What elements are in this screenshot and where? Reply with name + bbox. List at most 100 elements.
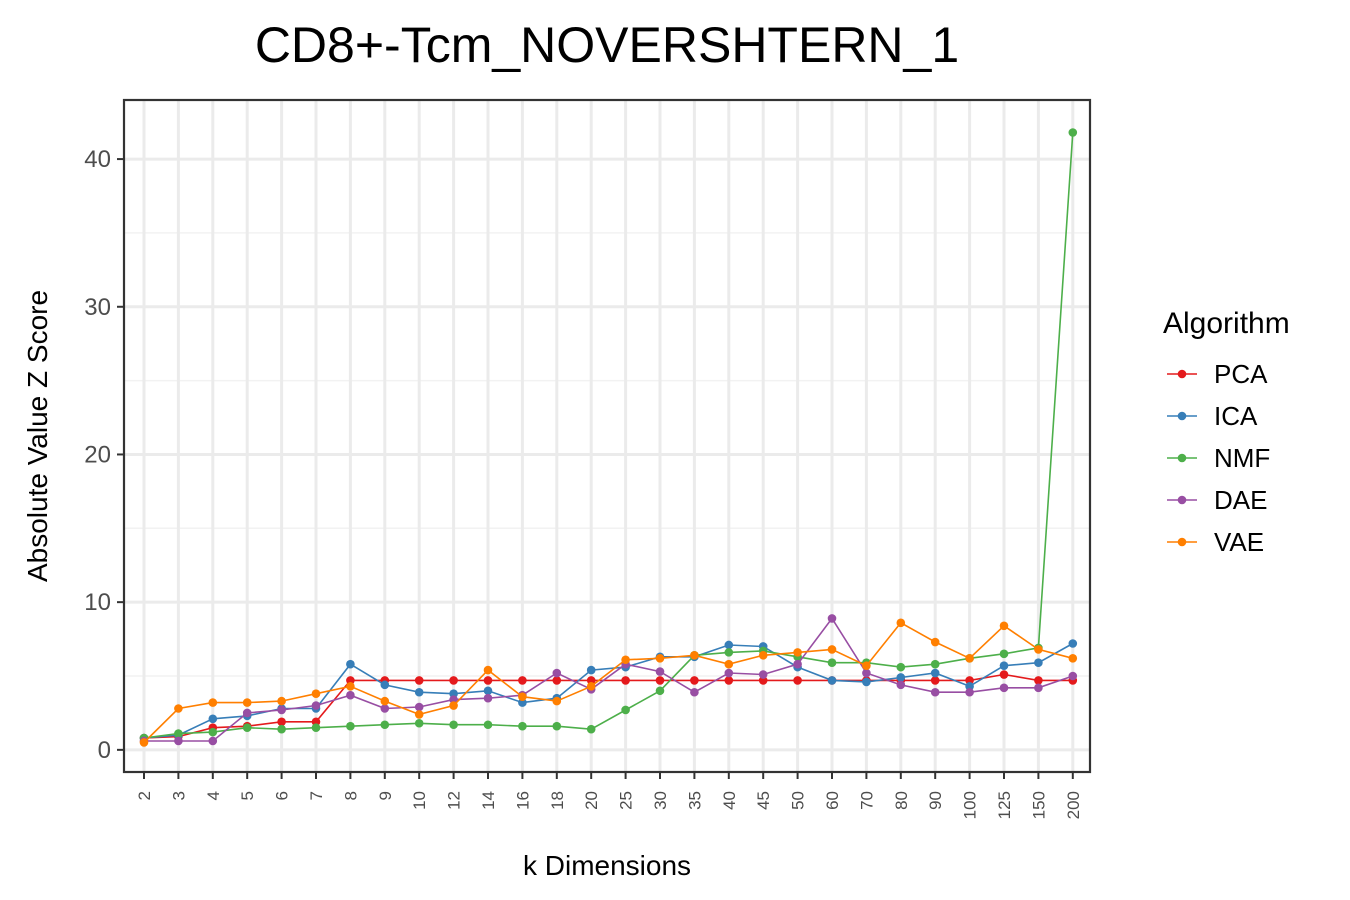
data-point-vae (483, 665, 493, 675)
legend-key-point (1177, 411, 1187, 421)
data-point-dae (174, 736, 183, 746)
data-point-vae (414, 710, 424, 719)
legend-item-vae: VAE (1167, 527, 1264, 557)
y-axis-title: Absolute Value Z Score (22, 290, 53, 582)
data-point-dae (483, 693, 493, 703)
chart-title: CD8+-Tcm_NOVERSHTERN_1 (255, 17, 959, 73)
x-tick-label: 50 (789, 791, 808, 810)
data-point-vae (277, 696, 286, 706)
data-point-ica (483, 686, 493, 696)
data-point-ica (449, 689, 458, 699)
x-tick-label: 8 (341, 791, 360, 800)
data-point-dae (724, 668, 734, 678)
data-point-vae (827, 645, 837, 654)
legend-label: PCA (1214, 359, 1268, 389)
x-tick-label: 14 (479, 791, 498, 810)
data-point-vae (999, 621, 1009, 631)
data-point-nmf (449, 720, 458, 730)
data-point-vae (930, 637, 940, 647)
data-point-vae (552, 696, 562, 706)
x-tick-label: 150 (1029, 791, 1048, 819)
data-point-vae (311, 689, 321, 699)
series-vae (139, 618, 1078, 747)
x-tick-label: 35 (685, 791, 704, 810)
data-point-nmf (621, 705, 630, 715)
data-point-vae (1034, 645, 1043, 654)
data-point-vae (690, 651, 699, 660)
data-point-nmf (930, 659, 940, 669)
y-tick-label: 0 (98, 737, 111, 764)
data-point-ica (724, 640, 734, 650)
data-point-nmf (586, 724, 596, 734)
x-tick-label: 20 (582, 791, 601, 810)
x-tick-label: 25 (617, 791, 636, 810)
data-point-pca (483, 676, 493, 685)
legend-item-pca: PCA (1167, 359, 1268, 389)
data-point-ica (862, 677, 871, 687)
y-tick-label: 20 (84, 441, 111, 468)
legend-item-nmf: NMF (1167, 443, 1270, 473)
x-tick-label: 5 (238, 791, 257, 800)
x-axis: 2 3 4 5 6 7 8 9 10 12 14 16 18 20 25 30 35 40 45 50 60 70 80 90… (135, 772, 1083, 819)
data-point-vae (208, 698, 218, 707)
data-point-pca (621, 676, 630, 685)
data-point-nmf (518, 721, 527, 731)
x-tick-label: 16 (513, 791, 532, 810)
x-tick-label: 80 (892, 791, 911, 810)
x-tick-label: 45 (754, 791, 773, 810)
data-point-ica (380, 680, 390, 690)
y-axis: 0 10 20 30 40 (84, 146, 124, 764)
data-point-dae (758, 670, 768, 679)
data-point-vae (655, 653, 665, 663)
x-tick-label: 70 (857, 791, 876, 810)
data-point-pca (965, 676, 974, 685)
data-point-ica (1034, 658, 1043, 668)
x-tick-label: 12 (445, 791, 464, 810)
x-tick-label: 40 (720, 791, 739, 810)
data-point-dae (1034, 683, 1043, 693)
y-tick-label: 40 (84, 146, 111, 173)
data-point-vae (586, 682, 596, 691)
data-point-dae (449, 695, 458, 704)
data-point-pca (655, 676, 665, 685)
data-point-pca (999, 670, 1009, 679)
series-line-pca (143, 673, 1073, 739)
data-point-nmf (1068, 128, 1078, 137)
data-point-ica (414, 687, 424, 697)
x-tick-label: 6 (273, 791, 292, 800)
series-line-vae (143, 621, 1074, 744)
data-point-vae (1068, 653, 1078, 663)
data-point-pca (311, 717, 321, 727)
data-point-pca (1034, 676, 1043, 685)
data-point-dae (208, 736, 218, 746)
data-point-dae (827, 614, 837, 623)
data-point-dae (311, 701, 321, 710)
data-point-pca (724, 676, 734, 685)
legend-title: Algorithm (1163, 307, 1290, 340)
x-tick-label: 60 (823, 791, 842, 810)
data-point-pca (930, 676, 940, 685)
data-point-dae (242, 708, 252, 718)
data-point-dae (930, 687, 940, 697)
data-point-dae (380, 704, 390, 713)
data-point-vae (724, 659, 734, 669)
legend-key-point (1177, 453, 1187, 463)
x-axis-title: k Dimensions (523, 850, 691, 881)
data-point-vae (139, 738, 149, 747)
data-point-dae (346, 690, 355, 700)
data-point-ica (208, 714, 218, 724)
data-point-nmf (896, 662, 906, 672)
data-point-ica (999, 661, 1009, 670)
data-point-vae (518, 692, 527, 701)
data-point-nmf (483, 720, 493, 730)
legend-item-dae: DAE (1167, 485, 1267, 515)
legend-label: DAE (1214, 485, 1267, 515)
legend-key-point (1177, 369, 1187, 379)
data-point-ica (518, 698, 527, 707)
data-point-dae (690, 687, 699, 697)
data-point-pca (552, 676, 562, 685)
data-point-dae (965, 687, 974, 697)
data-point-dae (655, 667, 665, 676)
data-point-vae (758, 651, 768, 660)
